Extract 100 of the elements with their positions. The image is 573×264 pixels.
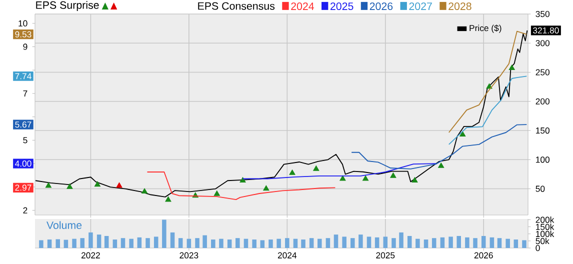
bar [96, 234, 102, 248]
bar [301, 240, 306, 248]
point [438, 162, 444, 168]
chart-title: Volume [46, 221, 82, 230]
bar [383, 236, 388, 248]
bar [399, 232, 404, 248]
point [508, 64, 515, 70]
annotation: 4.00 [15, 160, 32, 167]
bar [285, 238, 290, 248]
point [66, 184, 73, 189]
bar [334, 234, 338, 248]
point [486, 83, 492, 89]
annotation: 5.67 [15, 121, 32, 128]
y-tick-label: 150k [536, 224, 554, 230]
point [116, 182, 122, 188]
bar [219, 238, 224, 248]
point [412, 177, 418, 182]
bar [514, 240, 518, 248]
bar [424, 240, 428, 248]
point [362, 175, 369, 181]
bar [392, 238, 396, 248]
x-tick-label: 2022 [82, 252, 100, 258]
bar [64, 240, 68, 248]
annotation: 2.97 [15, 184, 32, 191]
line-series [146, 172, 336, 200]
bar [186, 238, 192, 248]
bar [195, 238, 200, 248]
point [313, 166, 320, 171]
bar [342, 236, 346, 248]
y-tick-label: 5 [23, 137, 28, 144]
y-tick-label: 2 [23, 207, 28, 214]
bar [260, 240, 265, 248]
bar [326, 238, 330, 248]
point [214, 190, 220, 196]
bar [170, 232, 175, 248]
annotation: 9.53 [15, 31, 32, 38]
bar [154, 236, 158, 248]
bar [252, 240, 256, 248]
bar [276, 238, 281, 248]
legend-label: 2027 [409, 2, 432, 10]
bar [47, 240, 52, 248]
x-tick-label: 2026 [474, 252, 493, 258]
line-series [448, 76, 528, 145]
bar [72, 238, 76, 248]
bar [120, 238, 126, 248]
bar [366, 236, 372, 248]
bar [440, 237, 445, 248]
bar [236, 238, 240, 248]
data-label: 321.80 [533, 27, 559, 34]
y2-tick-label: 50 [536, 186, 545, 192]
y-tick-label: 200k [536, 216, 554, 223]
bar [162, 220, 166, 248]
point [45, 182, 52, 188]
bar [473, 238, 478, 248]
y2-tick-label: 300 [536, 40, 550, 46]
bar [358, 234, 363, 248]
chart-title: EPS Surprise [36, 1, 99, 11]
y2-tick-label: 200 [536, 98, 550, 104]
bar [309, 238, 314, 248]
legend-label: Price ($) [470, 24, 502, 33]
bar [268, 240, 273, 248]
y-tick-label: 50k [536, 238, 550, 244]
point [165, 196, 172, 202]
point [340, 175, 346, 181]
bar [129, 238, 134, 248]
bar [374, 237, 380, 248]
point [141, 188, 148, 194]
bar [104, 236, 109, 248]
y2-tick-label: 250 [536, 69, 550, 76]
bar [227, 240, 232, 248]
bar [432, 238, 436, 248]
x-tick-label: 2023 [180, 252, 198, 258]
bar [88, 232, 93, 248]
line-series [351, 124, 528, 170]
point [94, 181, 100, 187]
point [460, 131, 466, 136]
legend-label: 2025 [330, 2, 354, 10]
x-tick-label: 2025 [376, 252, 395, 258]
legend-label: 2028 [448, 2, 472, 10]
bar [202, 235, 207, 248]
bar [146, 238, 150, 248]
bar [407, 236, 412, 248]
bar [56, 239, 60, 248]
bar [448, 236, 453, 248]
bar [350, 238, 355, 248]
bar [506, 238, 510, 248]
bar [293, 238, 298, 248]
bar [497, 238, 502, 248]
bar [211, 240, 216, 248]
point [263, 185, 270, 191]
bar [39, 240, 44, 248]
bar [178, 238, 183, 248]
bar [416, 238, 420, 248]
y-tick-label: 7 [23, 90, 28, 96]
y-tick-label: 100k [536, 230, 554, 238]
y-tick-label: 10 [18, 20, 28, 26]
legend-label: 2024 [291, 2, 314, 10]
bar [112, 240, 118, 248]
point [240, 177, 246, 182]
bar [137, 237, 142, 248]
